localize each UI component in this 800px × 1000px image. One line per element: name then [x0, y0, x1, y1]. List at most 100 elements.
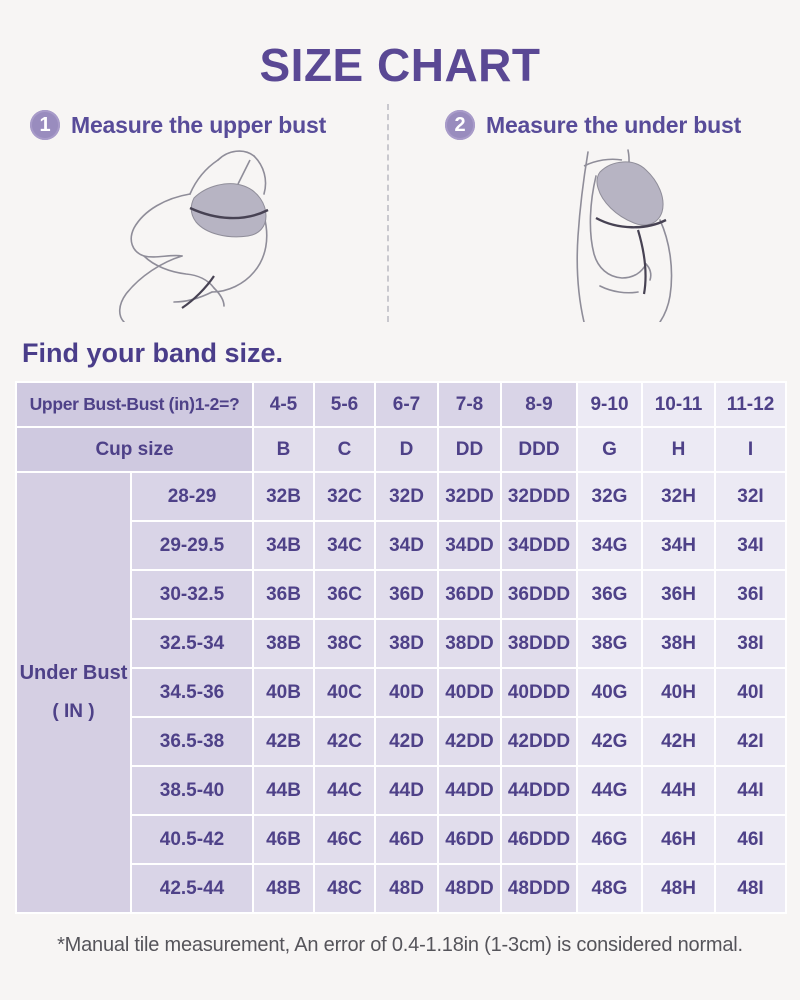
- size-cell: 42D: [374, 716, 439, 767]
- size-cell: 48C: [313, 863, 376, 914]
- cup-column-header: DDD: [500, 426, 578, 473]
- size-cell: 36B: [252, 569, 315, 620]
- measuring-tape-end: [636, 229, 647, 295]
- size-cell: 42G: [576, 716, 643, 767]
- diff-column-header: 11-12: [714, 381, 787, 428]
- size-cell: 42B: [252, 716, 315, 767]
- size-cell: 46DD: [437, 814, 502, 865]
- under-bust-range-cell: 34.5-36: [130, 667, 254, 718]
- size-chart-page: SIZE CHART 1 Measure the upper bust 2 Me…: [0, 39, 800, 956]
- table-row: 42.5-44 48B 48C 48D 48DD 48DDD 48G 48H 48I: [16, 863, 787, 914]
- step-2-label: Measure the under bust: [486, 111, 742, 138]
- table-row: 38.5-40 44B 44C 44D 44DD 44DDD 44G 44H 44I: [16, 765, 787, 816]
- size-cell: 44B: [252, 765, 315, 816]
- step-2-number-badge: 2: [445, 110, 475, 140]
- step-1-label: Measure the upper bust: [71, 111, 327, 138]
- diff-column-header: 10-11: [641, 381, 716, 428]
- size-cell: 38D: [374, 618, 439, 669]
- size-cell: 38DDD: [500, 618, 578, 669]
- size-cell: 34G: [576, 520, 643, 571]
- size-cell: 46B: [252, 814, 315, 865]
- size-cell: 44H: [641, 765, 716, 816]
- size-cell: 46D: [374, 814, 439, 865]
- size-cell: 40B: [252, 667, 315, 718]
- size-cell: 46I: [714, 814, 787, 865]
- size-cell: 36H: [641, 569, 716, 620]
- table-row: 36.5-38 42B 42C 42D 42DD 42DDD 42G 42H 42I: [16, 716, 787, 767]
- size-cell: 32DD: [437, 471, 502, 522]
- size-cell: 42I: [714, 716, 787, 767]
- measuring-tape-under: [595, 216, 667, 229]
- measuring-tape-end: [181, 275, 215, 309]
- table-row-bust-difference: Upper Bust-Bust (in)1-2=? 4-5 5-6 6-7 7-8 8-…: [15, 381, 787, 428]
- size-cell: 48H: [641, 863, 716, 914]
- upper-bust-illustration-wrap: [0, 146, 400, 328]
- size-cell: 38H: [641, 618, 716, 669]
- size-cell: 34H: [641, 520, 716, 571]
- size-cell: 38B: [252, 618, 315, 669]
- size-cell: 36DDD: [500, 569, 578, 620]
- cup-column-header: I: [714, 426, 787, 473]
- step-1: 1 Measure the upper bust: [30, 110, 390, 140]
- size-cell: 36D: [374, 569, 439, 620]
- size-cell: 44C: [313, 765, 376, 816]
- diff-column-header: 8-9: [500, 381, 578, 428]
- under-bust-group-label: Under Bust( IN ): [15, 471, 132, 914]
- size-cell: 46G: [576, 814, 643, 865]
- size-cell: 46H: [641, 814, 716, 865]
- measuring-tape-upper: [189, 206, 269, 220]
- under-bust-range-cell: 40.5-42: [130, 814, 254, 865]
- size-cell: 40DD: [437, 667, 502, 718]
- size-cell: 48D: [374, 863, 439, 914]
- step-2: 2 Measure the under bust: [445, 110, 741, 140]
- diff-column-header: 7-8: [437, 381, 502, 428]
- under-bust-range-cell: 42.5-44: [130, 863, 254, 914]
- size-cell: 38G: [576, 618, 643, 669]
- size-cell: 40I: [714, 667, 787, 718]
- size-cell: 34DDD: [500, 520, 578, 571]
- size-cell: 44D: [374, 765, 439, 816]
- diff-column-header: 4-5: [252, 381, 315, 428]
- under-bust-range-cell: 28-29: [130, 471, 254, 522]
- size-cell: 44G: [576, 765, 643, 816]
- size-table: Upper Bust-Bust (in)1-2=? 4-5 5-6 6-7 7-8 8-…: [15, 381, 787, 914]
- size-cell: 34D: [374, 520, 439, 571]
- table-row: 34.5-36 40B 40C 40D 40DD 40DDD 40G 40H 40I: [16, 667, 787, 718]
- footnote: *Manual tile measurement, An error of 0.…: [57, 934, 743, 956]
- size-cell: 36DD: [437, 569, 502, 620]
- size-cell: 38DD: [437, 618, 502, 669]
- upper-bust-measurement-illustration: [118, 150, 269, 322]
- size-cell: 34C: [313, 520, 376, 571]
- table-row: 30-32.5 36B 36C 36D 36DD 36DDD 36G 36H 36I: [16, 569, 787, 620]
- size-cell: 48I: [714, 863, 787, 914]
- under-bust-measurement-illustration: [576, 149, 673, 322]
- cup-row-label: Cup size: [15, 426, 254, 473]
- size-cell: 36C: [313, 569, 376, 620]
- step-1-number-badge: 1: [30, 110, 60, 140]
- size-cell: 34B: [252, 520, 315, 571]
- under-bust-range-cell: 32.5-34: [130, 618, 254, 669]
- size-cell: 44DD: [437, 765, 502, 816]
- cup-column-header: C: [313, 426, 376, 473]
- diff-column-header: 5-6: [313, 381, 376, 428]
- diff-column-header: 9-10: [576, 381, 643, 428]
- under-bust-illustration-wrap: [400, 146, 800, 328]
- measure-steps: 1 Measure the upper bust 2 Measure the u…: [0, 110, 800, 140]
- under-bust-range-cell: 29-29.5: [130, 520, 254, 571]
- table-row: 32.5-34 38B 38C 38D 38DD 38DDD 38G 38H 38I: [16, 618, 787, 669]
- cup-column-header: B: [252, 426, 315, 473]
- size-cell: 48DDD: [500, 863, 578, 914]
- table-row-cup-size: Cup size B C D DD DDD G H I: [15, 426, 787, 473]
- size-cell: 32I: [714, 471, 787, 522]
- page-title: SIZE CHART: [259, 39, 541, 91]
- size-cell: 32DDD: [500, 471, 578, 522]
- size-cell: 40G: [576, 667, 643, 718]
- illustration-row: [0, 104, 800, 328]
- table-row: 40.5-42 46B 46C 46D 46DD 46DDD 46G 46H 46I: [16, 814, 787, 865]
- size-cell: 32C: [313, 471, 376, 522]
- size-cell: 48G: [576, 863, 643, 914]
- size-cell: 46C: [313, 814, 376, 865]
- size-cell: 40DDD: [500, 667, 578, 718]
- section-heading: Find your band size.: [22, 338, 284, 368]
- size-cell: 42DDD: [500, 716, 578, 767]
